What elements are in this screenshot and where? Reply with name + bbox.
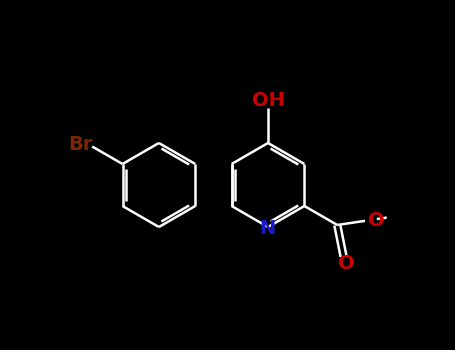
Text: OH: OH: [252, 91, 284, 111]
Text: O: O: [368, 211, 384, 230]
Text: O: O: [338, 254, 354, 273]
Text: Br: Br: [68, 134, 92, 154]
Text: N: N: [259, 218, 275, 238]
